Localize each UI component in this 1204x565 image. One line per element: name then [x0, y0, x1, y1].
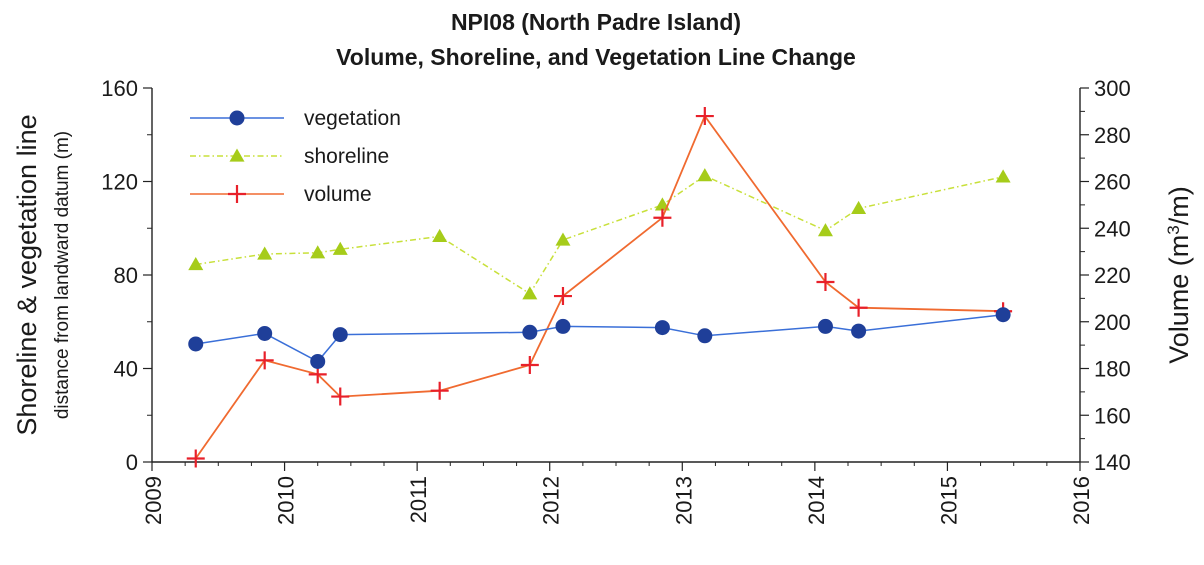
- data-point-shoreline: [188, 256, 204, 271]
- x-tick-label: 2012: [539, 476, 564, 525]
- legend-item-vegetation: vegetation: [190, 107, 401, 130]
- legend-item-volume: volume: [190, 183, 372, 206]
- data-point-shoreline: [257, 246, 273, 260]
- y-axis-right: 140 160 180 200 220 240 260 280 300: [1080, 76, 1131, 475]
- y-left-tick-label: 0: [126, 450, 138, 475]
- data-point-shoreline: [817, 223, 833, 237]
- y-axis-right-title-sup: 3: [1164, 225, 1183, 234]
- y-right-tick-label: 300: [1094, 76, 1131, 101]
- data-point-vegetation: [188, 336, 204, 352]
- x-axis: 2009 2010 2011 2012 2013 2014 2015 2016: [141, 462, 1094, 525]
- data-point-shoreline: [995, 169, 1011, 183]
- x-tick-label: 2016: [1069, 476, 1094, 525]
- data-point-volume: [186, 449, 205, 468]
- data-point-shoreline: [522, 286, 538, 300]
- x-tick-label: 2013: [671, 476, 696, 525]
- x-tick-label: 2010: [274, 476, 299, 525]
- y-left-tick-label: 160: [101, 76, 138, 101]
- y-right-tick-label: 220: [1094, 263, 1131, 288]
- y-axis-left: 0 40 80 120 160: [101, 76, 152, 475]
- y-axis-right-title-suffix: /m): [1164, 186, 1194, 225]
- data-point-vegetation: [654, 320, 670, 336]
- data-point-volume: [520, 355, 539, 374]
- x-tick-label: 2009: [141, 476, 166, 525]
- data-point-volume: [849, 298, 868, 317]
- data-point-shoreline: [697, 168, 713, 182]
- legend-marker-shoreline: [229, 148, 245, 162]
- y-right-tick-label: 180: [1094, 357, 1131, 382]
- data-point-vegetation: [522, 324, 538, 340]
- data-point-shoreline: [432, 228, 448, 243]
- chart-title-line2: Volume, Shoreline, and Vegetation Line C…: [336, 44, 856, 70]
- y-right-tick-label: 160: [1094, 403, 1131, 428]
- series-line-shoreline: [195, 174, 1004, 295]
- legend-marker-volume: [228, 185, 246, 203]
- plot-frame: [151, 88, 1081, 463]
- series-line-volume: [194, 114, 1004, 460]
- series-shoreline: [188, 168, 1011, 300]
- y-left-tick-label: 40: [114, 357, 138, 382]
- data-point-shoreline: [310, 245, 326, 259]
- y-axis-right-title: Volume (m3/m): [1164, 186, 1194, 364]
- legend-item-shoreline: shoreline: [190, 145, 389, 168]
- y-right-tick-label: 260: [1094, 170, 1131, 195]
- data-point-volume: [653, 208, 672, 227]
- data-point-volume: [695, 107, 714, 126]
- legend-label-vegetation: vegetation: [304, 107, 401, 130]
- data-point-volume: [816, 273, 835, 292]
- data-point-shoreline: [851, 200, 867, 215]
- data-point-vegetation: [697, 328, 713, 344]
- data-point-vegetation: [995, 307, 1011, 323]
- legend-label-shoreline: shoreline: [304, 145, 389, 168]
- y-axis-left-title-sub: distance from landward datum (m): [52, 131, 73, 419]
- series-layer: [186, 107, 1013, 468]
- data-point-vegetation: [257, 325, 273, 341]
- data-point-vegetation: [817, 318, 833, 334]
- data-point-volume: [331, 387, 350, 406]
- y-right-tick-label: 140: [1094, 450, 1131, 475]
- y-axis-right-title-prefix: Volume (m: [1164, 235, 1194, 364]
- y-left-tick-label: 120: [101, 170, 138, 195]
- data-point-vegetation: [555, 318, 571, 334]
- x-tick-label: 2015: [936, 476, 961, 525]
- y-right-tick-label: 200: [1094, 310, 1131, 335]
- data-point-shoreline: [555, 232, 571, 246]
- data-point-vegetation: [310, 353, 326, 369]
- y-axis-left-title-main: Shoreline & vegetation line: [12, 114, 42, 435]
- data-point-volume: [553, 287, 572, 306]
- y-right-tick-label: 240: [1094, 216, 1131, 241]
- data-point-vegetation: [851, 323, 867, 339]
- data-point-vegetation: [332, 327, 348, 343]
- legend: vegetation shoreline volume: [190, 107, 401, 206]
- x-tick-label: 2014: [804, 476, 829, 525]
- series-vegetation: [188, 307, 1011, 369]
- x-tick-label: 2011: [406, 476, 431, 523]
- chart-title-line1: NPI08 (North Padre Island): [451, 9, 741, 35]
- y-left-tick-label: 80: [114, 263, 138, 288]
- data-point-volume: [430, 381, 449, 400]
- data-point-shoreline: [332, 241, 348, 255]
- y-axis-left-title: Shoreline & vegetation line distance fro…: [12, 114, 73, 435]
- y-right-tick-label: 280: [1094, 123, 1131, 148]
- data-point-volume: [255, 351, 274, 370]
- legend-label-volume: volume: [304, 183, 372, 206]
- legend-marker-vegetation: [229, 110, 245, 126]
